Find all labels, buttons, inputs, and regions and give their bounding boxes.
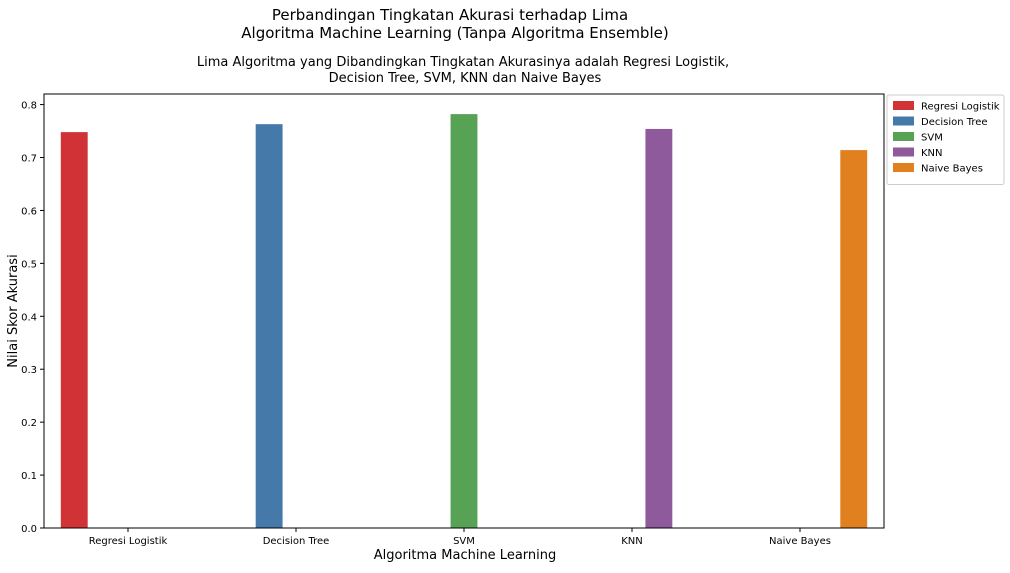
y-tick-label: 0.4 xyxy=(21,312,37,323)
y-tick-label: 0.8 xyxy=(21,101,37,112)
legend-swatch xyxy=(893,116,914,126)
bar-naive-bayes xyxy=(840,150,868,529)
legend-swatch xyxy=(893,147,914,157)
bar-decision-tree xyxy=(255,124,283,529)
legend-entry-label: Naive Bayes xyxy=(921,164,983,175)
y-axis: 0.0 0.1 0.2 0.3 0.4 0.5 0.6 0.7 0.8 xyxy=(21,101,44,535)
x-tick-label: SVM xyxy=(453,536,475,547)
y-tick-label: 0.5 xyxy=(21,259,37,270)
y-tick-label: 0.2 xyxy=(21,418,37,429)
legend-swatch xyxy=(893,163,914,172)
y-axis-label: Nilai Skor Akurasi xyxy=(6,254,21,367)
x-tick-label: Decision Tree xyxy=(263,536,330,547)
x-axis-label: Algoritma Machine Learning xyxy=(374,548,557,563)
chart-subtitle-line-1: Lima Algoritma yang Dibandingkan Tingkat… xyxy=(197,55,729,70)
x-axis: Regresi Logistik Decision Tree SVM KNN Naive… xyxy=(89,528,831,547)
x-tick-label: Regresi Logistik xyxy=(89,536,168,547)
bar-svm xyxy=(450,114,478,529)
y-tick-label: 0.0 xyxy=(21,524,37,535)
legend-entry-label: Decision Tree xyxy=(921,117,988,128)
x-tick-label: Naive Bayes xyxy=(769,536,831,547)
legend-entry-label: Regresi Logistik xyxy=(921,102,1000,113)
bar-knn xyxy=(645,128,673,528)
y-tick-label: 0.7 xyxy=(21,154,37,165)
legend-entry-label: KNN xyxy=(921,148,943,159)
x-tick-label: KNN xyxy=(621,536,643,547)
y-tick-label: 0.1 xyxy=(21,471,37,482)
legend-swatch xyxy=(893,132,914,141)
chart-title-line-1: Perbandingan Tingkatan Akurasi terhadap … xyxy=(272,6,628,24)
legend: Regresi Logistik Decision Tree SVM KNN Naive… xyxy=(886,94,1005,185)
legend-swatch xyxy=(893,101,914,110)
plot-area-frame xyxy=(43,93,885,529)
legend-entry-label: SVM xyxy=(921,133,943,144)
bars-layer xyxy=(60,114,868,529)
legend-frame xyxy=(886,94,1005,185)
chart-subtitle-line-2: Decision Tree, SVM, KNN dan Naive Bayes xyxy=(329,71,602,86)
chart-title-line-2: Algoritma Machine Learning (Tanpa Algori… xyxy=(241,24,668,42)
bar-regresi-logistik xyxy=(60,132,88,529)
y-tick-label: 0.6 xyxy=(21,206,37,217)
y-tick-label: 0.3 xyxy=(21,365,37,376)
